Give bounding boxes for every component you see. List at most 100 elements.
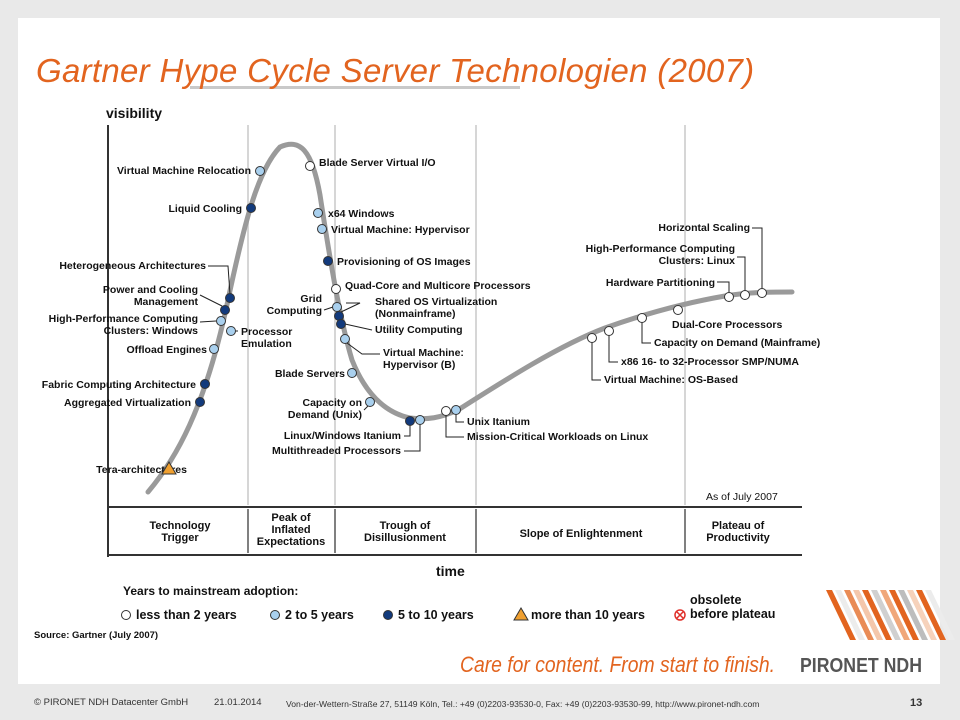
technology-item: Processor Emulation bbox=[226, 326, 292, 350]
connector-line bbox=[208, 265, 231, 295]
title-swoosh bbox=[190, 86, 520, 89]
technology-label: Dual-Core Processors bbox=[672, 319, 782, 331]
technology-item: Utility Computing bbox=[336, 319, 463, 336]
technology-marker bbox=[195, 397, 205, 407]
technology-marker bbox=[740, 290, 750, 300]
technology-label: Grid Computing bbox=[267, 293, 322, 317]
technology-item: Shared OS Virtualization (Nonmainframe) bbox=[334, 296, 497, 321]
technology-label: Virtual Machine Relocation bbox=[117, 165, 251, 177]
technology-marker bbox=[225, 293, 235, 303]
tagline: Care for content. From start to finish. bbox=[460, 652, 775, 677]
connector-line bbox=[445, 415, 464, 438]
technology-marker bbox=[340, 334, 350, 344]
technology-marker bbox=[604, 326, 614, 336]
technology-item: Fabric Computing Architecture bbox=[42, 379, 210, 391]
technology-marker bbox=[323, 256, 333, 266]
technology-marker bbox=[226, 326, 236, 336]
technology-item: Heterogeneous Architectures bbox=[59, 260, 235, 303]
technology-item: x64 Windows bbox=[313, 208, 395, 220]
legend-item: obsolete before plateau bbox=[674, 593, 775, 621]
technology-label: High-Performance Computing Clusters: Linu… bbox=[586, 243, 735, 267]
technology-label: Power and Cooling Management bbox=[103, 284, 199, 308]
technology-item: Linux/Windows Itanium bbox=[284, 416, 415, 442]
logo-stripe bbox=[844, 590, 874, 640]
technology-marker bbox=[587, 333, 597, 343]
axes bbox=[107, 125, 802, 557]
technology-item: Virtual Machine: Hypervisor bbox=[317, 224, 470, 236]
technology-marker bbox=[673, 305, 683, 315]
technology-label: Liquid Cooling bbox=[169, 203, 242, 215]
legend-label: 2 to 5 years bbox=[285, 608, 354, 622]
technology-layer: Tera-architectures Aggregated Virtualizat… bbox=[42, 157, 821, 476]
technology-marker bbox=[331, 284, 341, 294]
technology-item: Capacity on Demand (Mainframe) bbox=[637, 313, 820, 349]
footer-copyright: © PIRONET NDH Datacenter GmbH bbox=[34, 697, 189, 708]
logo-stripe bbox=[862, 590, 892, 640]
connector-line bbox=[608, 335, 618, 363]
technology-marker bbox=[365, 397, 375, 407]
connector-line bbox=[323, 306, 334, 311]
technology-label: Offload Engines bbox=[126, 344, 207, 356]
company-logo: PIRONET NDH bbox=[800, 655, 922, 677]
as-of-note: As of July 2007 bbox=[706, 491, 778, 503]
technology-marker bbox=[415, 415, 425, 425]
technology-marker bbox=[246, 203, 256, 213]
technology-label: Utility Computing bbox=[375, 324, 463, 336]
technology-label: Heterogeneous Architectures bbox=[59, 260, 206, 272]
phase-dividers bbox=[247, 125, 686, 505]
technology-label: Provisioning of OS Images bbox=[337, 256, 471, 268]
technology-item: Dual-Core Processors bbox=[672, 305, 782, 331]
technology-label: Unix Itanium bbox=[467, 416, 530, 428]
technology-item: x86 16- to 32-Processor SMP/NUMA bbox=[604, 326, 799, 368]
legend-item: 5 to 10 years bbox=[383, 608, 474, 622]
technology-label: Virtual Machine: Hypervisor bbox=[331, 224, 470, 236]
connector-line bbox=[346, 342, 380, 355]
technology-item: Blade Server Virtual I/O bbox=[305, 157, 436, 171]
technology-item: High-Performance Computing Clusters: Wind… bbox=[49, 313, 226, 337]
technology-item: Virtual Machine: OS-Based bbox=[587, 333, 738, 386]
technology-item: Liquid Cooling bbox=[169, 203, 256, 215]
connector-line bbox=[717, 281, 730, 293]
technology-label: High-Performance Computing Clusters: Wind… bbox=[49, 313, 198, 337]
y-axis-label: visibility bbox=[106, 105, 162, 121]
technology-item: Unix Itanium bbox=[451, 405, 530, 428]
technology-label: Mission-Critical Workloads on Linux bbox=[467, 431, 648, 443]
technology-label: Blade Servers bbox=[275, 368, 345, 380]
technology-marker bbox=[336, 319, 346, 329]
phase-label: Slope of Enlightenment bbox=[520, 528, 643, 540]
logo-stripe bbox=[925, 590, 955, 640]
logo-stripe bbox=[871, 590, 901, 640]
technology-item: Provisioning of OS Images bbox=[323, 256, 471, 268]
page-number: 13 bbox=[910, 697, 923, 709]
footer-address: Von-der-Wettern-Straße 27, 51149 Köln, T… bbox=[286, 699, 760, 709]
legend-marker bbox=[270, 610, 280, 620]
technology-item: Horizontal Scaling bbox=[658, 222, 767, 298]
technology-item: Capacity on Demand (Unix) bbox=[288, 397, 375, 421]
logo-stripe bbox=[889, 590, 919, 640]
legend: less than 2 years 2 to 5 years 5 to 10 yea… bbox=[121, 593, 775, 622]
connector-line bbox=[737, 256, 746, 291]
technology-marker bbox=[317, 224, 327, 234]
footer-date: 21.01.2014 bbox=[214, 697, 262, 708]
technology-item: Multithreaded Processors bbox=[272, 415, 425, 457]
technology-marker bbox=[209, 344, 219, 354]
connector-line bbox=[455, 414, 464, 423]
legend-label: 5 to 10 years bbox=[398, 608, 474, 622]
technology-label: Virtual Machine: Hypervisor (B) bbox=[383, 347, 464, 371]
technology-item: High-Performance Computing Clusters: Linu… bbox=[586, 243, 750, 300]
technology-label: Linux/Windows Itanium bbox=[284, 430, 401, 442]
legend-marker bbox=[674, 609, 686, 621]
logo-stripe bbox=[826, 590, 856, 640]
technology-marker bbox=[757, 288, 767, 298]
connector-line bbox=[641, 322, 651, 344]
technology-label: Virtual Machine: OS-Based bbox=[604, 374, 738, 386]
technology-label: Capacity on Demand (Mainframe) bbox=[654, 337, 820, 349]
legend-marker bbox=[383, 610, 393, 620]
technology-marker bbox=[441, 406, 451, 416]
technology-item: Blade Servers bbox=[275, 368, 357, 380]
technology-marker bbox=[724, 292, 734, 302]
connector-line bbox=[404, 425, 411, 437]
connector-line bbox=[591, 342, 601, 381]
legend-item: less than 2 years bbox=[121, 608, 237, 622]
